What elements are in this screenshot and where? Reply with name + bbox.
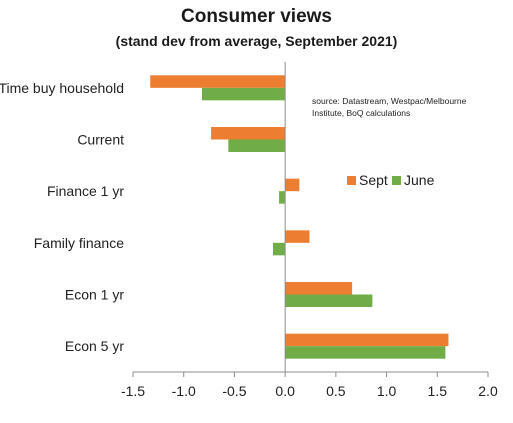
bar-sept-1 <box>211 127 286 140</box>
x-tick-label: 0.5 <box>326 383 346 399</box>
category-label: Current <box>77 132 124 148</box>
category-label: Family finance <box>34 235 124 251</box>
legend-swatch-sept <box>347 176 356 185</box>
category-label: Finance 1 yr <box>47 183 124 199</box>
bar-june-1 <box>228 139 286 152</box>
bar-sept-0 <box>150 75 286 88</box>
bar-sept-4 <box>285 282 353 295</box>
legend-label-june: June <box>404 172 435 188</box>
bar-june-0 <box>201 87 286 101</box>
x-tick-label: -0.5 <box>222 383 246 399</box>
source-note: source: Datastream, Westpac/Melbourne In… <box>312 96 467 118</box>
bar-june-5 <box>285 346 446 359</box>
x-tick-label: 0.0 <box>275 383 295 399</box>
bar-sept-5 <box>285 333 449 347</box>
legend-swatch-june <box>392 176 401 185</box>
category-label: Econ 5 yr <box>65 338 124 354</box>
bar-june-3 <box>272 242 286 256</box>
x-tick-label: -1.5 <box>121 383 145 399</box>
chart-subtitle: (stand dev from average, September 2021) <box>115 33 398 49</box>
bar-sept-3 <box>285 230 310 243</box>
category-label: Econ 1 yr <box>65 287 124 303</box>
bar-june-2 <box>279 191 286 204</box>
bar-june-4 <box>285 294 373 307</box>
legend-label-sept: Sept <box>359 172 388 188</box>
chart-title: Consumer views <box>181 6 332 27</box>
x-tick-label: 2.0 <box>478 383 498 399</box>
category-label: Time buy household <box>0 80 124 96</box>
x-tick-label: 1.0 <box>377 383 397 399</box>
x-tick-label: 1.5 <box>428 383 448 399</box>
x-tick-label: -1.0 <box>172 383 196 399</box>
bar-sept-2 <box>285 178 300 192</box>
